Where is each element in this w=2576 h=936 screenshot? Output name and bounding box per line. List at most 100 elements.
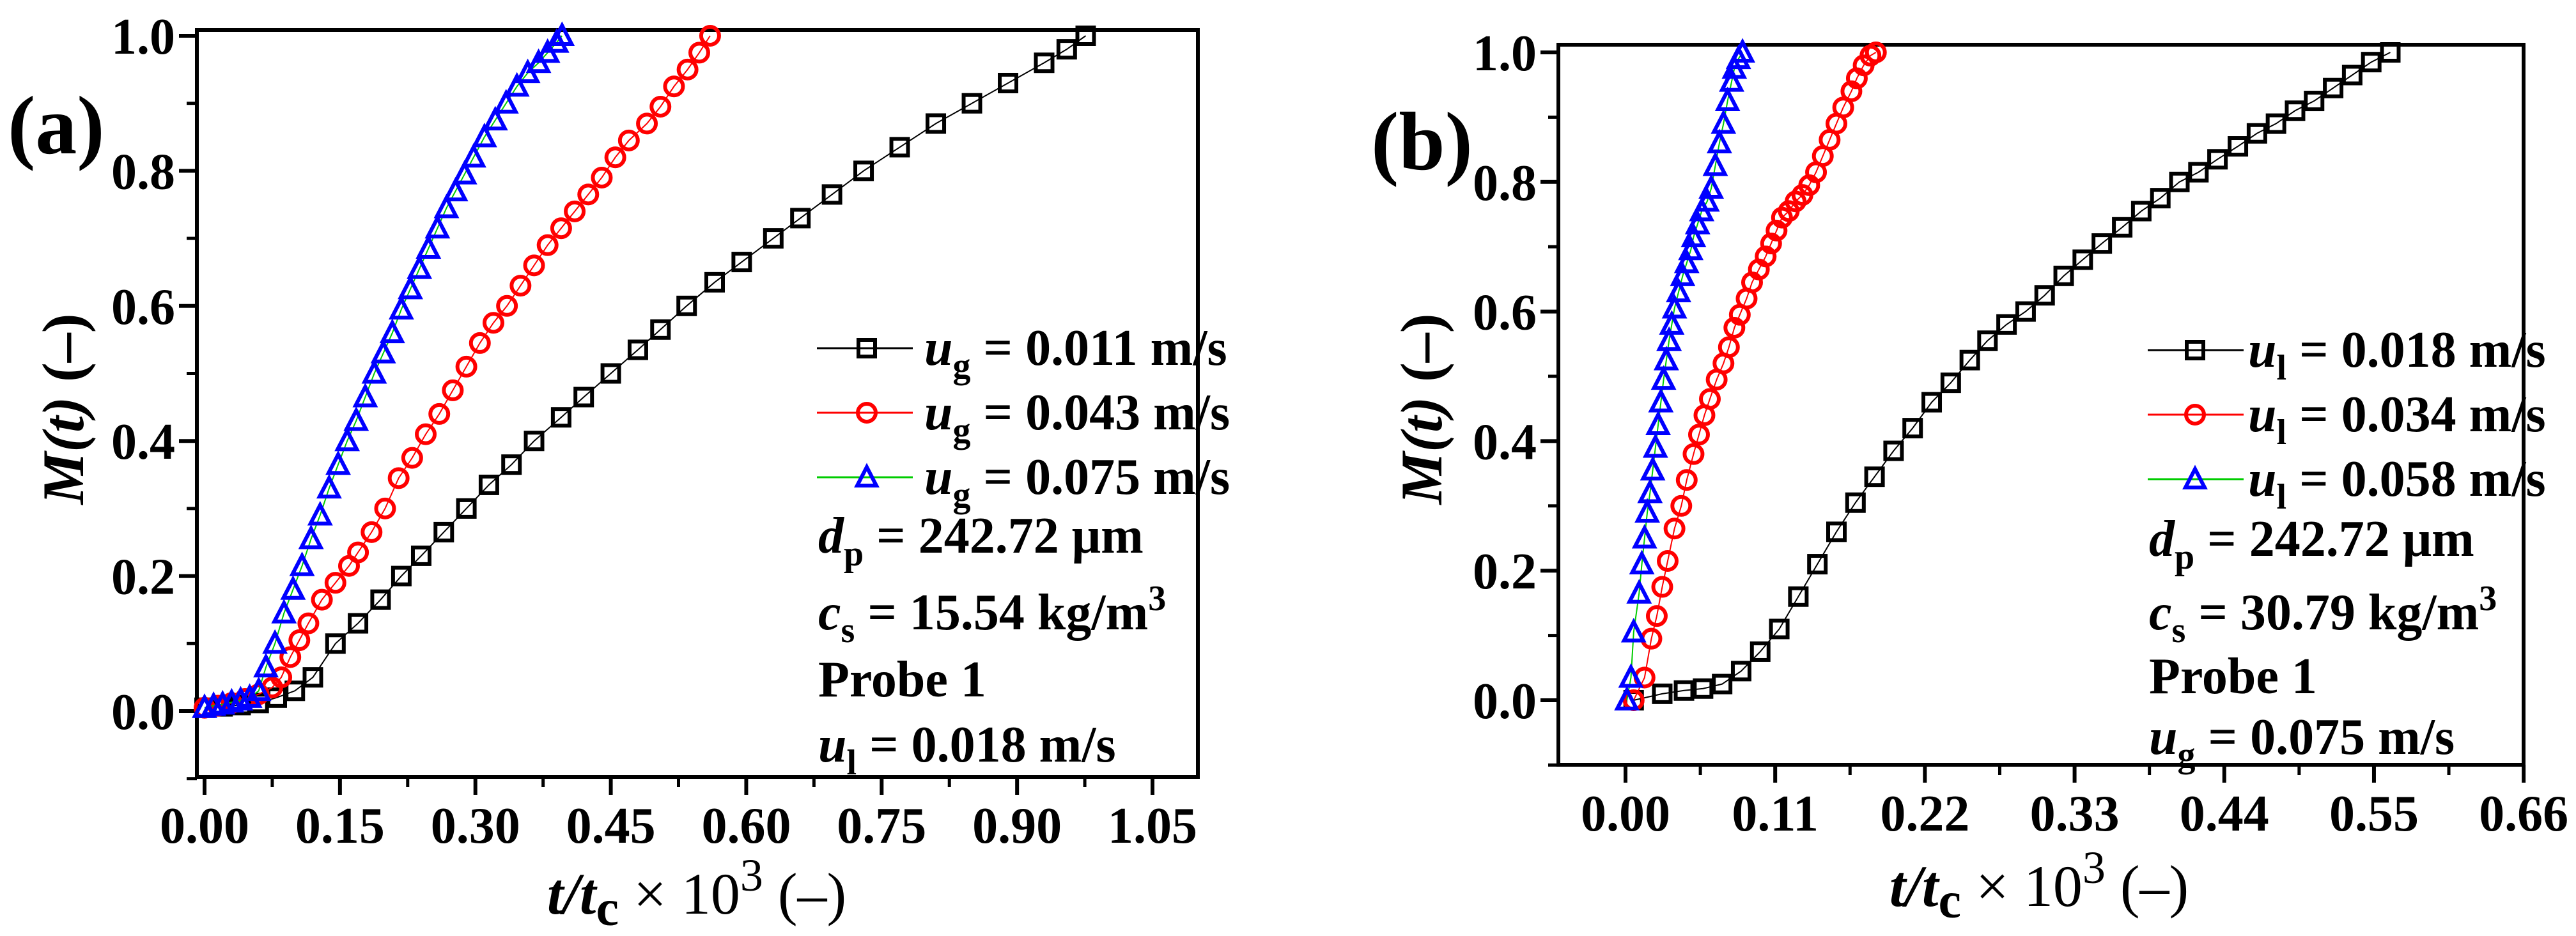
y-tick-label: 0.8 xyxy=(111,144,175,200)
data-point xyxy=(1826,521,1847,542)
legend-var: u xyxy=(2248,387,2277,443)
data-point xyxy=(2112,217,2133,238)
data-point xyxy=(523,254,545,277)
data-point xyxy=(262,629,288,654)
data-point xyxy=(482,105,508,131)
annotation: dp = 242.72 μm xyxy=(818,508,1144,574)
data-point xyxy=(370,339,396,364)
data-point xyxy=(564,200,586,222)
data-point xyxy=(1652,683,1673,704)
data-point xyxy=(2053,265,2074,286)
data-point xyxy=(1940,372,1961,394)
legend-text: = 0.018 m/s xyxy=(2286,322,2546,378)
legend-text: = 0.058 m/s xyxy=(2286,451,2546,507)
data-point xyxy=(343,406,369,431)
data-point xyxy=(1684,210,1711,234)
x-axis-title-var: t/t xyxy=(547,861,598,926)
y-axis-title-var: M(t) xyxy=(31,397,96,506)
data-point xyxy=(455,355,477,378)
data-point xyxy=(676,58,699,81)
data-point xyxy=(347,541,369,564)
data-point xyxy=(550,217,572,240)
series-line xyxy=(1633,52,1877,701)
data-point xyxy=(1673,680,1695,701)
data-point xyxy=(1640,456,1666,481)
data-point xyxy=(1807,554,1828,575)
legend-entry: ul = 0.018 m/s xyxy=(2148,322,2546,388)
data-point xyxy=(676,295,697,316)
legend-var: u xyxy=(2248,451,2277,507)
data-point xyxy=(1921,392,1943,413)
data-point xyxy=(509,275,532,297)
annotation-sub: p xyxy=(844,534,864,574)
legend-marker xyxy=(2182,464,2208,489)
legend-text: = 0.075 m/s xyxy=(971,449,1230,505)
data-point xyxy=(1996,314,2017,335)
legend-sub: l xyxy=(2277,477,2287,517)
data-point xyxy=(926,113,947,134)
data-point xyxy=(1693,678,1714,699)
data-point xyxy=(460,142,486,168)
legend-text: = 0.043 m/s xyxy=(971,385,1230,441)
y-axis-title: M(t) (–) xyxy=(1389,314,1454,506)
data-point xyxy=(2228,136,2249,157)
data-point xyxy=(501,454,522,475)
annotation-text: = 15.54 kg/m xyxy=(855,585,1148,641)
legend-sub: g xyxy=(953,411,971,450)
data-point xyxy=(1714,86,1741,112)
data-point xyxy=(307,500,333,526)
annotation-var: u xyxy=(818,717,847,773)
chart-panel-a: 0.00 0.15 0.30 0.45 0.60 0.75 0.90 1.05 0.0 0.2 0.… xyxy=(8,9,1230,936)
panel-label: (b) xyxy=(1371,96,1473,188)
y-tick-label: 0.4 xyxy=(1473,414,1537,470)
data-point xyxy=(1659,310,1685,335)
annotation-text: Probe 1 xyxy=(818,652,986,708)
data-point xyxy=(1034,52,1055,73)
data-point xyxy=(1840,80,1863,102)
data-point xyxy=(325,633,346,654)
annotation: cs = 15.54 kg/m3 xyxy=(818,579,1166,650)
data-point xyxy=(688,42,710,64)
data-point xyxy=(482,312,504,334)
data-point xyxy=(1730,661,1751,682)
y-tick-label: 1.0 xyxy=(111,9,175,65)
data-point xyxy=(2015,301,2036,322)
annotation-text: = 30.79 kg/m xyxy=(2185,585,2479,641)
data-point xyxy=(650,319,671,340)
legend-var: u xyxy=(924,320,953,376)
annotation: Probe 1 xyxy=(818,652,986,708)
x-axis-title-sup: 3 xyxy=(2083,842,2106,893)
legend-marker xyxy=(857,338,877,358)
annotation-text: Probe 1 xyxy=(2149,648,2317,705)
data-point xyxy=(1723,316,1746,339)
data-point xyxy=(478,474,499,495)
annotation-sub: p xyxy=(2175,537,2194,577)
series-circle xyxy=(194,25,721,719)
legend-label: ug = 0.075 m/s xyxy=(924,449,1230,515)
data-point xyxy=(790,208,811,229)
legend-marker xyxy=(854,463,880,487)
data-point xyxy=(549,21,575,46)
data-point xyxy=(302,667,323,688)
y-tick-label: 0.0 xyxy=(1473,673,1537,730)
x-axis-title-var: t/t xyxy=(1889,854,1940,919)
y-tick-label: 0.6 xyxy=(1473,285,1537,341)
data-point xyxy=(253,652,279,678)
data-point xyxy=(311,588,333,611)
legend-var: u xyxy=(924,449,953,505)
legend-label: ug = 0.011 m/s xyxy=(924,320,1227,386)
data-point xyxy=(298,524,324,549)
data-point xyxy=(604,146,626,169)
data-point xyxy=(1650,365,1677,390)
legend-entry: ug = 0.011 m/s xyxy=(817,320,1227,386)
data-point xyxy=(1845,492,1866,513)
x-tick-label: 0.60 xyxy=(701,798,791,854)
data-point xyxy=(245,676,272,702)
data-point xyxy=(1680,222,1707,247)
data-point xyxy=(1614,686,1640,710)
data-point xyxy=(288,629,311,652)
legend-marker xyxy=(2184,404,2206,426)
data-point xyxy=(2304,91,2325,112)
data-point xyxy=(1755,245,1777,268)
data-point xyxy=(2034,285,2055,306)
